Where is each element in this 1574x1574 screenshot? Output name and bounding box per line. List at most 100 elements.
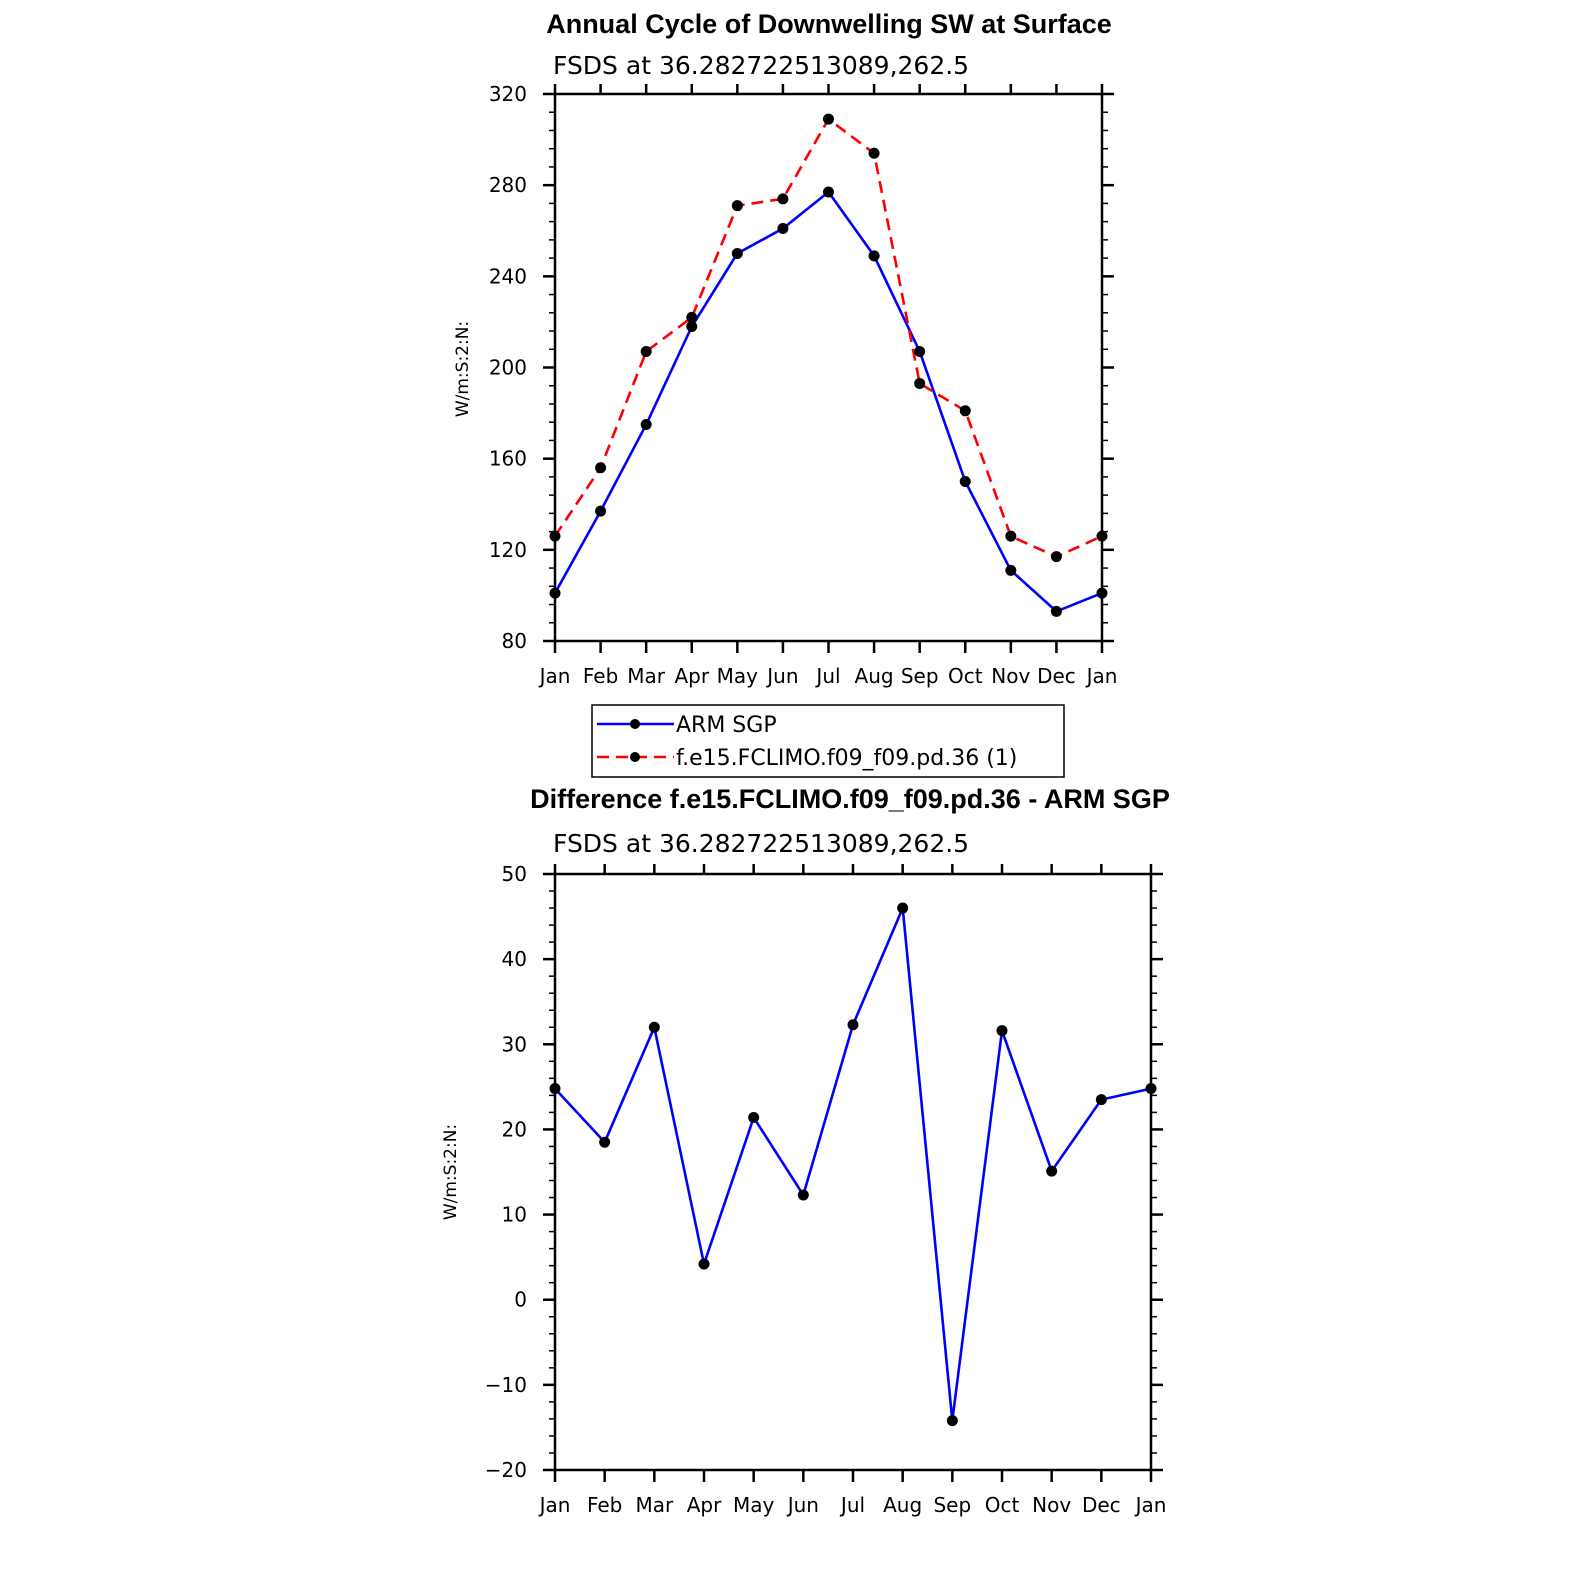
legend-label-model: f.e15.FCLIMO.f09_f09.pd.36 (1) bbox=[676, 746, 1017, 771]
x-tick-label: Oct bbox=[985, 1493, 1020, 1517]
data-point-s0-12 bbox=[1096, 587, 1108, 599]
data-point-s0-4 bbox=[748, 1112, 760, 1124]
data-point-s0-7 bbox=[868, 250, 880, 262]
axis-ticks: Jan Feb Mar Apr May Jun Jul Aug Sep Oct Nov Dec Jan−… bbox=[485, 862, 1167, 1517]
x-tick-label: Aug bbox=[883, 1493, 922, 1517]
legend-label-arm-sgp: ARM SGP bbox=[676, 713, 777, 738]
axis-ticks: Jan Feb Mar Apr May Jun Jul Aug Sep Oct Nov Dec Jan 8… bbox=[489, 82, 1118, 688]
data-point-s0-1 bbox=[595, 505, 607, 517]
y-tick-label: 200 bbox=[489, 356, 527, 380]
data-point-s0-0 bbox=[549, 587, 561, 599]
data-point-s0-6 bbox=[847, 1019, 859, 1031]
data-point-s0-11 bbox=[1095, 1094, 1107, 1106]
legend: ARM SGP f.e15.FCLIMO.f09_f09.pd.36 (1) bbox=[591, 704, 1065, 778]
x-tick-label: May bbox=[733, 1493, 775, 1517]
data-point-s1-5 bbox=[777, 193, 789, 205]
series-line-0 bbox=[553, 190, 1103, 613]
x-tick-label: Feb bbox=[587, 1493, 622, 1517]
chart-subtitle: FSDS at 36.282722513089,262.5 bbox=[553, 51, 969, 80]
data-point-s1-2 bbox=[640, 346, 652, 358]
data-point-s0-5 bbox=[777, 222, 789, 234]
data-point-s1-7 bbox=[868, 147, 880, 159]
y-tick-label: 280 bbox=[489, 173, 527, 197]
series-line-0 bbox=[554, 907, 1152, 1421]
y-tick-label: 50 bbox=[502, 862, 527, 886]
x-tick-label: Dec bbox=[1037, 664, 1076, 688]
data-point-s1-3 bbox=[686, 311, 698, 323]
y-tick-label: 160 bbox=[489, 447, 527, 471]
y-tick-label: −20 bbox=[485, 1458, 527, 1482]
data-point-s0-11 bbox=[1050, 605, 1062, 617]
data-point-s1-11 bbox=[1050, 551, 1062, 563]
data-point-s0-2 bbox=[640, 418, 652, 430]
data-point-s0-10 bbox=[1005, 564, 1017, 576]
data-point-s1-1 bbox=[595, 462, 607, 474]
y-tick-label: 320 bbox=[489, 82, 527, 106]
data-point-s0-10 bbox=[1046, 1165, 1058, 1177]
data-point-s0-5 bbox=[797, 1189, 809, 1201]
annual-cycle-chart: Annual Cycle of Downwelling SW at Surfac… bbox=[453, 9, 1118, 778]
data-point-s0-6 bbox=[823, 186, 834, 198]
x-tick-label: Jan bbox=[1085, 664, 1118, 688]
x-tick-label: Apr bbox=[687, 1493, 722, 1517]
data-point-s0-12 bbox=[1145, 1083, 1157, 1095]
x-tick-label: Jan bbox=[538, 664, 571, 688]
y-tick-label: 10 bbox=[502, 1203, 527, 1227]
x-tick-label: Jun bbox=[786, 1493, 819, 1517]
x-tick-label: Jul bbox=[839, 1493, 865, 1517]
series-line-1 bbox=[553, 117, 1103, 559]
data-point-s0-3 bbox=[698, 1258, 710, 1270]
y-tick-label: 30 bbox=[502, 1032, 527, 1056]
data-point-s0-1 bbox=[599, 1136, 611, 1148]
x-tick-label: Dec bbox=[1082, 1493, 1121, 1517]
data-point-s1-0 bbox=[549, 530, 561, 542]
data-point-s0-0 bbox=[549, 1083, 561, 1095]
data-point-s0-3 bbox=[686, 320, 698, 332]
chart-title: Difference f.e15.FCLIMO.f09_f09.pd.36 - … bbox=[530, 784, 1170, 814]
x-tick-label: May bbox=[717, 664, 759, 688]
y-tick-label: −10 bbox=[485, 1373, 527, 1397]
plot-frame bbox=[553, 92, 1104, 643]
data-point-s1-10 bbox=[1005, 530, 1017, 542]
y-tick-label: 120 bbox=[489, 538, 527, 562]
series-group bbox=[549, 902, 1157, 1427]
y-tick-label: 40 bbox=[502, 947, 527, 971]
data-point-s0-4 bbox=[731, 248, 743, 260]
difference-chart: Difference f.e15.FCLIMO.f09_f09.pd.36 - … bbox=[441, 784, 1170, 1517]
plot-frame bbox=[553, 872, 1153, 1472]
x-tick-label: Jun bbox=[765, 664, 798, 688]
data-point-s0-7 bbox=[897, 902, 909, 914]
data-point-s0-9 bbox=[996, 1025, 1008, 1037]
x-tick-label: Sep bbox=[901, 664, 939, 688]
legend-marker-model bbox=[630, 752, 640, 762]
x-tick-label: Apr bbox=[674, 664, 709, 688]
legend-box bbox=[591, 704, 1065, 778]
data-point-s1-4 bbox=[731, 200, 743, 212]
data-point-s0-8 bbox=[946, 1415, 958, 1427]
data-point-s0-2 bbox=[648, 1021, 660, 1033]
legend-marker-arm-sgp bbox=[630, 719, 640, 729]
data-point-s1-8 bbox=[914, 377, 926, 389]
x-tick-label: Jan bbox=[1134, 1493, 1167, 1517]
y-axis-label: W/m:S:2:N: bbox=[453, 321, 473, 417]
chart-subtitle: FSDS at 36.282722513089,262.5 bbox=[553, 829, 969, 858]
y-tick-label: 80 bbox=[502, 629, 527, 653]
series-group bbox=[549, 113, 1108, 617]
x-tick-label: Feb bbox=[583, 664, 618, 688]
x-tick-label: Aug bbox=[855, 664, 894, 688]
x-tick-label: Sep bbox=[933, 1493, 971, 1517]
y-axis-label: W/m:S:2:N: bbox=[441, 1124, 461, 1220]
data-point-s1-12 bbox=[1096, 530, 1108, 542]
x-tick-label: Mar bbox=[627, 664, 666, 688]
y-tick-label: 20 bbox=[502, 1117, 527, 1141]
x-tick-label: Jan bbox=[538, 1493, 571, 1517]
data-point-s0-8 bbox=[914, 346, 926, 358]
x-tick-label: Nov bbox=[991, 664, 1030, 688]
x-tick-label: Nov bbox=[1032, 1493, 1071, 1517]
y-tick-label: 0 bbox=[514, 1288, 527, 1312]
x-tick-label: Jul bbox=[814, 664, 840, 688]
x-tick-label: Oct bbox=[948, 664, 983, 688]
data-point-s1-6 bbox=[823, 113, 834, 125]
data-point-s0-9 bbox=[959, 475, 971, 487]
